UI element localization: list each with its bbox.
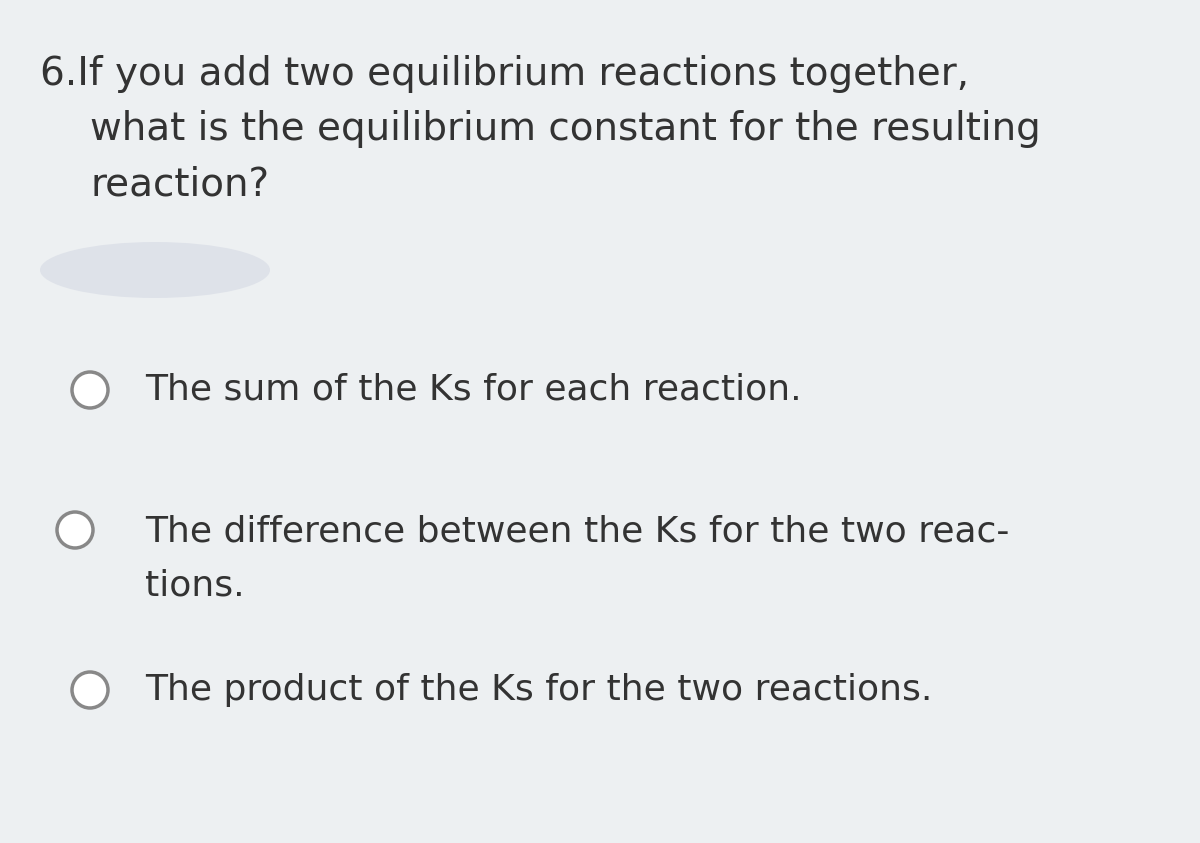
Ellipse shape — [40, 242, 270, 298]
Circle shape — [58, 512, 94, 548]
Text: The product of the Ks for the two reactions.: The product of the Ks for the two reacti… — [145, 673, 932, 707]
Text: The sum of the Ks for each reaction.: The sum of the Ks for each reaction. — [145, 373, 802, 407]
Text: tions.: tions. — [145, 568, 245, 602]
Text: The difference between the Ks for the two reac-: The difference between the Ks for the tw… — [145, 515, 1009, 549]
Circle shape — [72, 672, 108, 708]
Text: reaction?: reaction? — [90, 165, 269, 203]
Text: what is the equilibrium constant for the resulting: what is the equilibrium constant for the… — [90, 110, 1040, 148]
Text: 6.If you add two equilibrium reactions together,: 6.If you add two equilibrium reactions t… — [40, 55, 970, 93]
Circle shape — [72, 372, 108, 408]
